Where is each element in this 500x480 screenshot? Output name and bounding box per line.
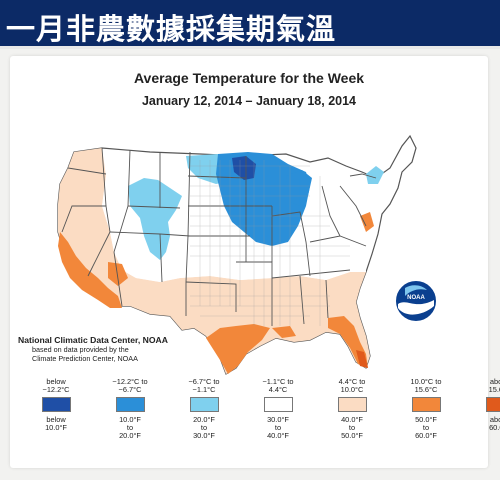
county-grid (190, 160, 350, 326)
us-temperature-map (57, 134, 417, 375)
legend-item: −12.2°C to −6.7°C 10.0°F to 20.0°F (100, 376, 160, 440)
legend-item: above 15.6°C above 60.0°F (470, 376, 500, 432)
legend-celsius-label: −12.2°C to −6.7°C (112, 377, 148, 394)
map-subtitle: January 12, 2014 – January 18, 2014 (141, 94, 357, 108)
region-above-16c-florida (356, 350, 368, 368)
banner-title: 一月非農數據採集期氣溫 (6, 12, 337, 46)
legend-fahrenheit-label: 40.0°F to 50.0°F (341, 415, 363, 440)
svg-text:NOAA: NOAA (407, 295, 425, 301)
map-card: Average Temperature for the Week January… (10, 56, 500, 468)
legend-color-swatch (189, 397, 219, 412)
region-10-to-16c-california (58, 232, 122, 308)
legend-fahrenheit-label: below 10.0°F (45, 415, 67, 432)
legend-color-swatch (485, 397, 500, 412)
legend-fahrenheit-label: 30.0°F to 40.0°F (267, 415, 289, 440)
region-neutral-band (102, 174, 366, 282)
legend-fahrenheit-label: 10.0°F to 20.0°F (119, 415, 141, 440)
region-below-minus12c-core (232, 156, 256, 180)
legend-color-swatch (115, 397, 145, 412)
legend-celsius-label: above 15.6°C (488, 377, 500, 394)
legend-item: below −12.2°C below 10.0°F (26, 376, 86, 432)
legend-celsius-label: −1.1°C to 4.4°C (262, 377, 294, 394)
legend-color-swatch (263, 397, 293, 412)
legend-color-swatch (337, 397, 367, 412)
legend-item: 10.0°C to 15.6°C 50.0°F to 60.0°F (396, 376, 456, 440)
legend-fahrenheit-label: 20.0°F to 30.0°F (193, 415, 215, 440)
legend-color-swatch (41, 397, 71, 412)
legend-color-swatch (411, 397, 441, 412)
region-10-to-16c-texas (206, 324, 270, 374)
region-minus12-to-minus7c-michigan (286, 170, 312, 206)
data-credit: National Climatic Data Center, NOAA base… (18, 335, 168, 363)
legend-item: 4.4°C to 10.0°C 40.0°F to 50.0°F (322, 376, 382, 440)
region-4-to-10c-west (58, 148, 370, 374)
credit-line-3: Climate Prediction Center, NOAA (32, 354, 138, 363)
legend-celsius-label: −6.7°C to −1.1°C (188, 377, 220, 394)
credit-line-1: National Climatic Data Center, NOAA (18, 335, 168, 345)
noaa-logo: NOAA (394, 279, 438, 323)
map-title: Average Temperature for the Week (133, 70, 365, 86)
header-banner: 一月非農數據採集期氣溫 (0, 0, 500, 49)
region-10-to-16c-arizona (108, 262, 128, 286)
credit-line-2: based on data provided by the (32, 345, 129, 354)
legend-fahrenheit-label: 50.0°F to 60.0°F (415, 415, 437, 440)
legend-celsius-label: 4.4°C to 10.0°C (338, 377, 366, 394)
state-boundaries (61, 147, 377, 326)
region-10-to-16c-louisiana (272, 326, 296, 338)
legend-item: −6.7°C to −1.1°C 20.0°F to 30.0°F (174, 376, 234, 440)
legend-celsius-label: below −12.2°C (42, 377, 70, 394)
legend-fahrenheit-label: above 60.0°F (489, 415, 500, 432)
region-10-to-16c-georgia (360, 212, 374, 232)
legend-celsius-label: 10.0°C to 15.6°C (410, 377, 442, 394)
region-minus7-to-minus1c-maine (366, 166, 384, 184)
legend-item: −1.1°C to 4.4°C 30.0°F to 40.0°F (248, 376, 308, 440)
temperature-legend: below −12.2°C below 10.0°F −12.2°C to −6.7… (26, 376, 500, 462)
region-minus7-to-minus1c-rockies (128, 178, 182, 260)
